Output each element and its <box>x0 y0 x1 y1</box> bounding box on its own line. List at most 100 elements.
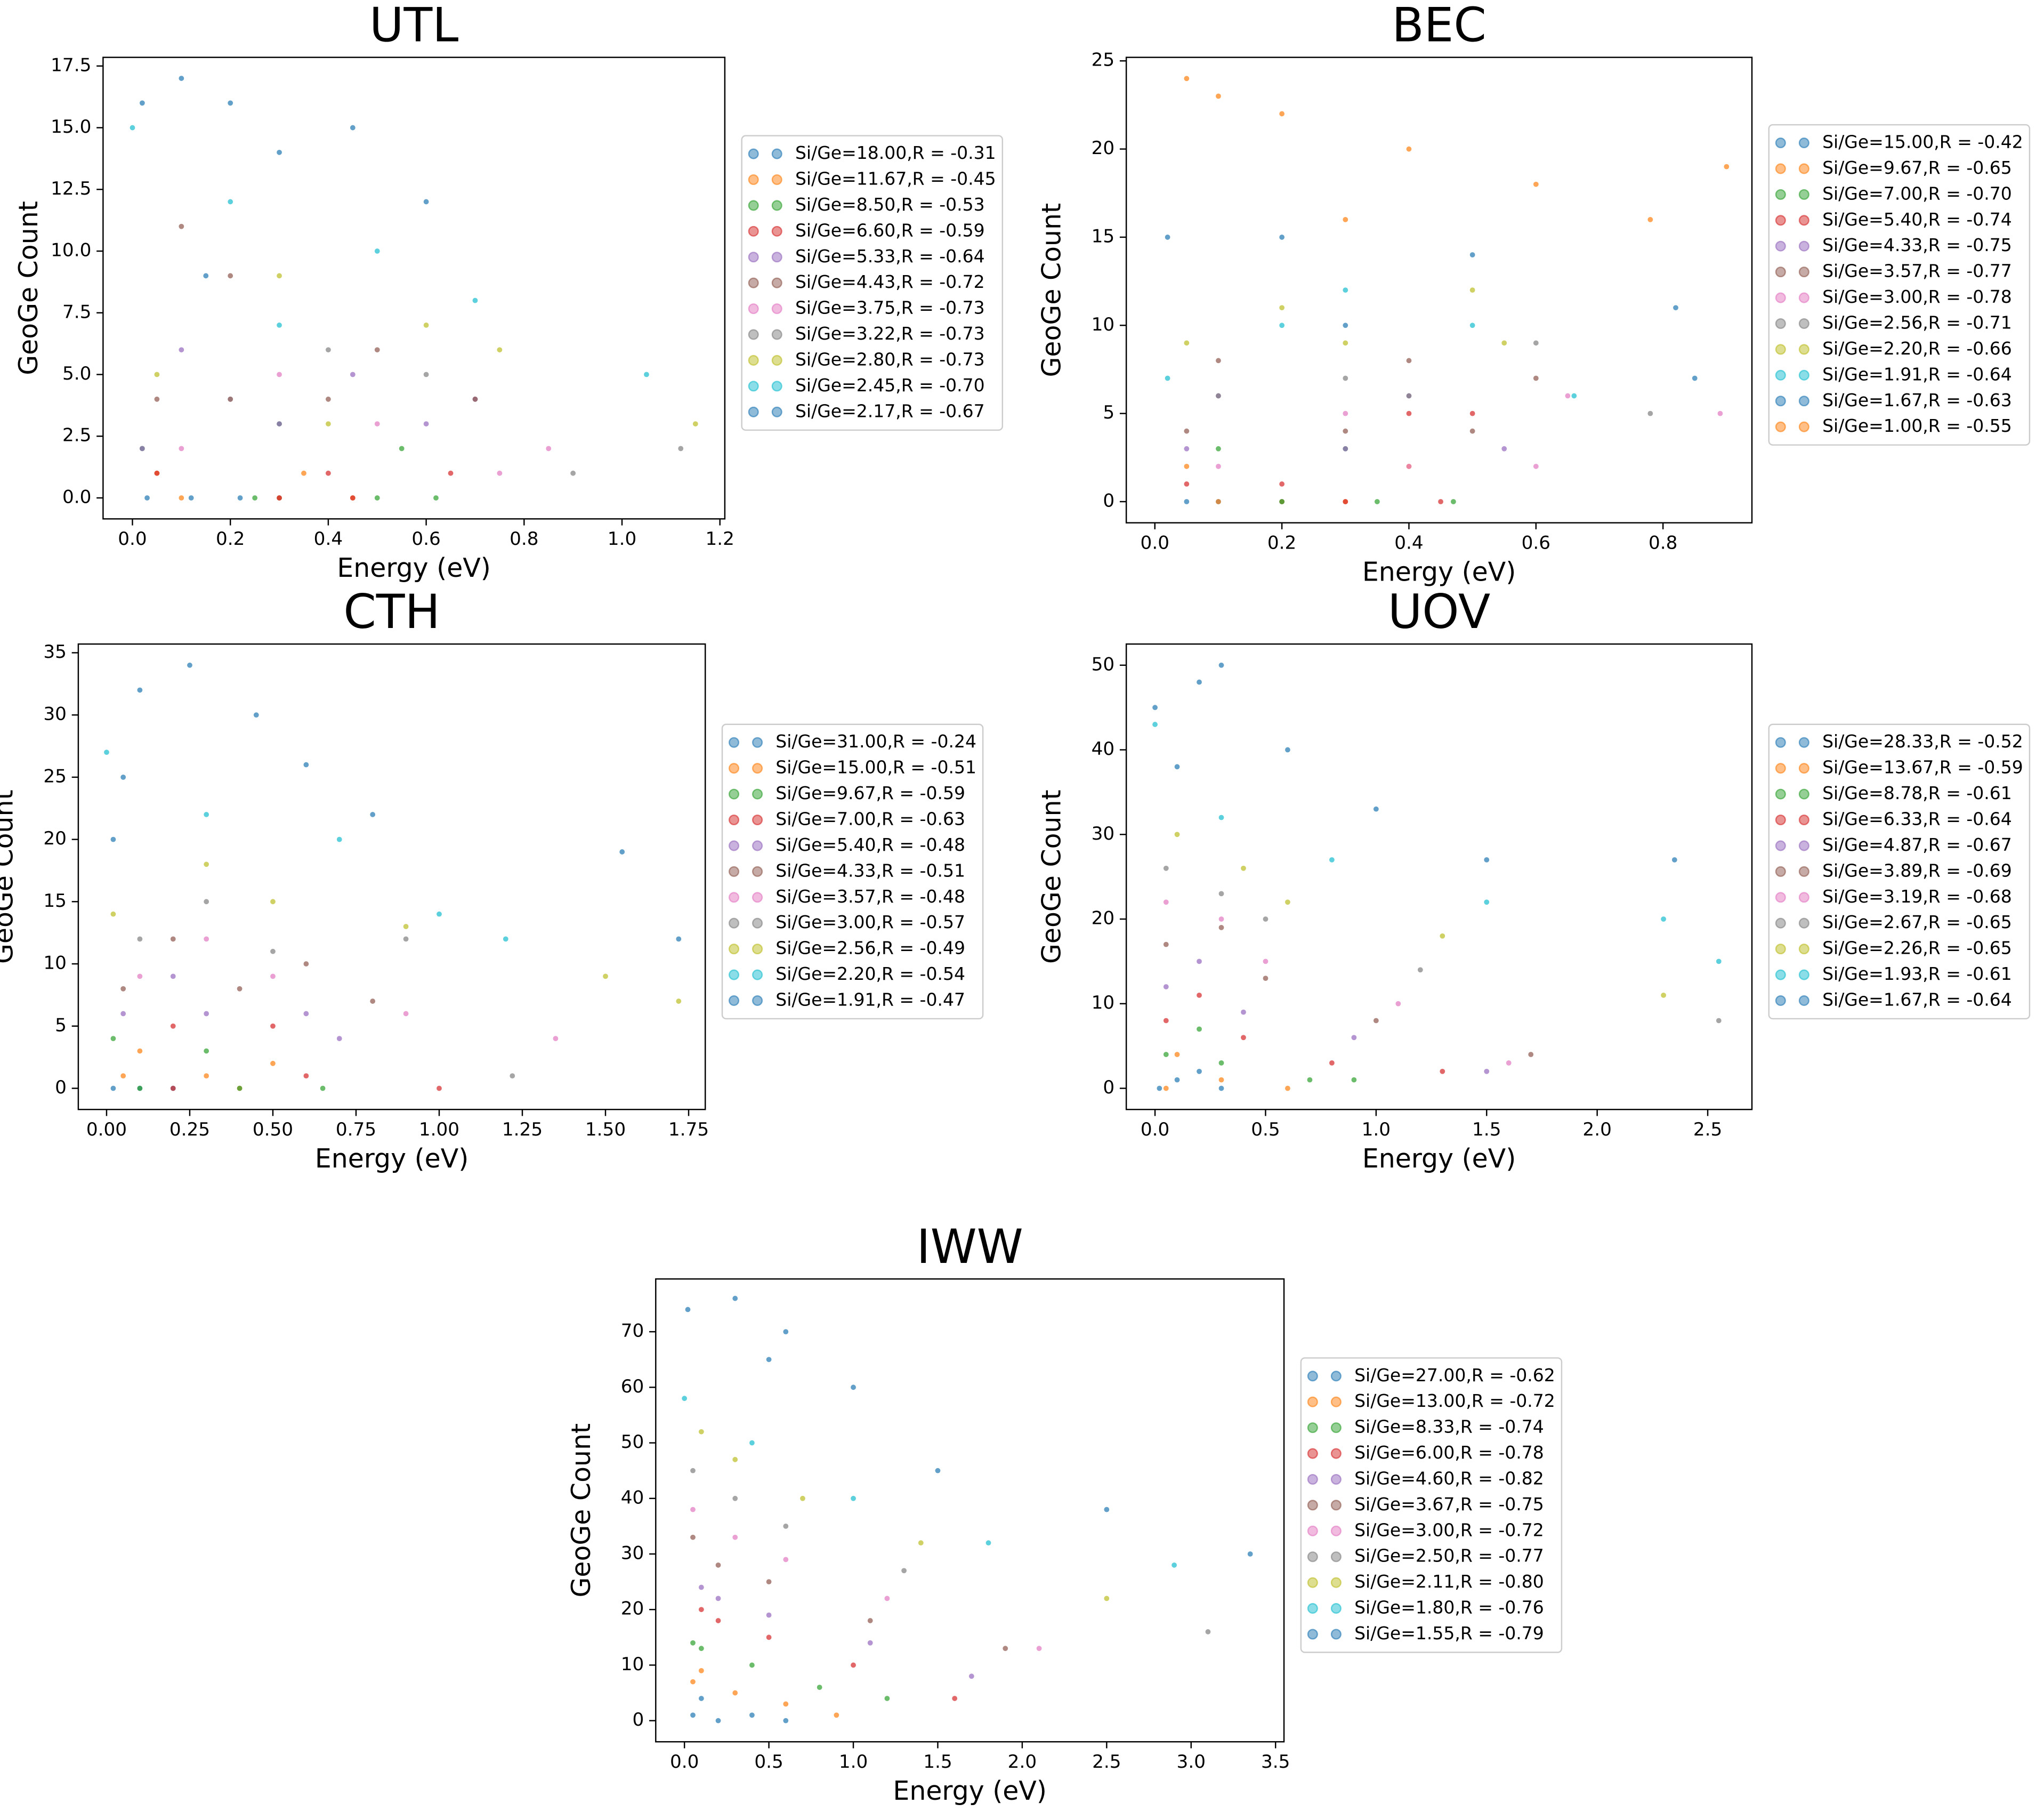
scatter-point <box>139 446 145 452</box>
x-tick-label: 3.0 <box>1177 1751 1206 1773</box>
scatter-point <box>303 961 309 967</box>
x-tick-label: 0.6 <box>1522 532 1550 553</box>
scatter-point <box>1279 499 1285 504</box>
scatter-point <box>1329 857 1335 863</box>
scatter-point <box>1218 924 1224 930</box>
scatter-point <box>228 396 233 402</box>
legend-marker <box>729 995 740 1006</box>
scatter-point <box>1174 764 1180 770</box>
scatter-point <box>228 273 233 279</box>
legend-frame <box>721 723 984 1020</box>
legend-label: Si/Ge=15.00,R = -0.42 <box>1822 132 2023 152</box>
scatter-point <box>732 1295 738 1301</box>
scatter-point <box>1417 967 1423 973</box>
legend-label: Si/Ge=5.40,R = -0.48 <box>775 834 965 855</box>
plot-frame <box>1125 643 1753 1110</box>
scatter-point <box>472 396 478 402</box>
legend-marker <box>752 866 763 877</box>
scatter-point <box>1671 857 1677 863</box>
legend-marker <box>1307 1473 1318 1485</box>
plot-frame <box>655 1278 1285 1743</box>
x-tick-label: 0.4 <box>1394 532 1423 553</box>
scatter-point <box>326 421 331 426</box>
legend-marker <box>1775 995 1786 1006</box>
x-tick-label: 0.00 <box>86 1119 127 1140</box>
x-tick-label: 2.0 <box>1008 1751 1037 1773</box>
legend-marker <box>1775 944 1786 955</box>
scatter-point <box>698 1607 704 1613</box>
scatter-point <box>968 1673 974 1679</box>
scatter-point <box>1406 410 1412 416</box>
scatter-point <box>204 1073 209 1079</box>
legend-label: Si/Ge=2.20,R = -0.54 <box>775 963 965 984</box>
legend-label: Si/Ge=4.33,R = -0.51 <box>775 860 965 881</box>
legend-marker <box>1775 138 1786 149</box>
y-axis-label: GeoGe Count <box>0 790 19 964</box>
y-tick-label: 10.0 <box>51 240 91 261</box>
legend-marker <box>1775 866 1786 877</box>
scatter-point <box>1373 806 1379 812</box>
y-axis-label: GeoGe Count <box>1037 790 1067 964</box>
scatter-point <box>1279 235 1285 240</box>
scatter-point <box>1673 305 1678 311</box>
legend-marker <box>748 200 759 211</box>
legend-label: Si/Ge=7.00,R = -0.70 <box>1822 183 2012 204</box>
legend-label: Si/Ge=2.67,R = -0.65 <box>1822 912 2012 932</box>
scatter-point <box>120 986 126 992</box>
scatter-point <box>603 973 608 979</box>
legend-marker <box>752 737 763 748</box>
legend-marker <box>729 840 740 851</box>
scatter-point <box>1205 1629 1211 1634</box>
scatter-point <box>619 849 625 855</box>
legend-label: Si/Ge=18.00,R = -0.31 <box>795 142 996 163</box>
legend-marker <box>1798 866 1809 877</box>
scatter-point <box>1174 1052 1180 1057</box>
scatter-point <box>1484 857 1490 863</box>
legend-marker <box>771 355 782 366</box>
scatter-point <box>374 248 380 254</box>
legend-marker <box>1775 163 1786 174</box>
scatter-point <box>1163 984 1169 989</box>
scatter-point <box>698 1646 704 1652</box>
y-tick-label: 15.0 <box>51 116 91 138</box>
scatter-point <box>423 323 429 328</box>
scatter-point <box>715 1562 721 1568</box>
x-tick-label: 2.5 <box>1693 1119 1722 1140</box>
plot-frame <box>102 57 726 520</box>
y-tick-label: 35 <box>43 641 67 663</box>
scatter-point <box>497 470 503 476</box>
scatter-point <box>170 1085 176 1091</box>
legend-marker <box>1775 292 1786 303</box>
scatter-point <box>1716 959 1722 964</box>
scatter-point <box>303 1073 309 1079</box>
legend-marker <box>1775 344 1786 355</box>
scatter-point <box>1565 393 1571 399</box>
scatter-point <box>1647 410 1653 416</box>
legend-label: Si/Ge=7.00,R = -0.63 <box>775 809 965 830</box>
scatter-point <box>320 1085 326 1091</box>
legend-marker <box>1330 1603 1342 1614</box>
legend-marker <box>748 406 759 417</box>
legend-marker <box>748 148 759 159</box>
scatter-point <box>1343 428 1348 434</box>
y-tick-label: 20 <box>1092 138 1115 159</box>
scatter-point <box>715 1618 721 1623</box>
scatter-point <box>884 1696 890 1701</box>
scatter-point <box>1717 410 1723 416</box>
scatter-point <box>817 1685 822 1690</box>
scatter-point <box>690 1534 696 1540</box>
legend-label: Si/Ge=4.87,R = -0.67 <box>1822 834 2012 855</box>
scatter-point <box>918 1540 924 1546</box>
scatter-point <box>204 899 209 905</box>
x-tick-label: 0.2 <box>1267 532 1296 553</box>
y-tick-label: 60 <box>621 1376 644 1397</box>
scatter-point <box>1451 499 1456 504</box>
x-tick-label: 2.0 <box>1582 1119 1611 1140</box>
legend-label: Si/Ge=2.50,R = -0.77 <box>1354 1545 1544 1566</box>
y-tick-label: 5.0 <box>62 363 91 384</box>
legend-marker <box>1775 421 1786 432</box>
legend-marker <box>1775 267 1786 278</box>
x-tick-label: 1.75 <box>668 1119 709 1140</box>
legend-label: Si/Ge=8.78,R = -0.61 <box>1822 783 2012 803</box>
scatter-point <box>1469 428 1475 434</box>
